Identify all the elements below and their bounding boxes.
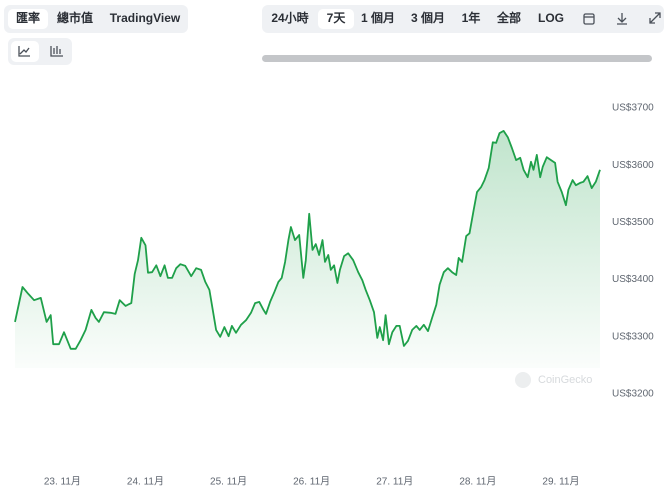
x-tick-label: 23. 11月 <box>44 476 81 488</box>
view-tab-active <box>8 9 48 29</box>
x-tick-label: 29. 11月 <box>542 476 579 488</box>
range-tab[interactable]: 7天 <box>327 11 347 25</box>
calendar-icon[interactable] <box>583 13 595 25</box>
candle-mode-icon[interactable] <box>50 46 63 57</box>
range-tab[interactable]: 1年 <box>462 10 481 25</box>
range-tab[interactable]: 3 個月 <box>411 10 445 25</box>
scrollbar[interactable] <box>262 55 652 62</box>
x-tick-label: 25. 11月 <box>210 476 247 488</box>
expand-icon[interactable] <box>649 12 661 24</box>
y-tick-label: US$3600 <box>612 160 654 171</box>
y-tick-label: US$3500 <box>612 217 654 228</box>
price-line <box>14 130 601 350</box>
x-tick-label: 26. 11月 <box>293 476 330 488</box>
range-tab[interactable]: LOG <box>538 11 564 25</box>
range-tab[interactable]: 24小時 <box>271 10 308 25</box>
watermark: CoinGecko <box>538 374 592 386</box>
download-icon[interactable] <box>617 13 627 25</box>
range-tab[interactable]: 全部 <box>496 10 521 25</box>
view-tab[interactable]: TradingView <box>110 11 181 25</box>
view-tab[interactable]: 總市值 <box>57 10 93 25</box>
area-fill <box>15 130 600 368</box>
x-tick-label: 27. 11月 <box>376 476 413 488</box>
y-tick-label: US$3700 <box>612 103 654 114</box>
y-tick-label: US$3300 <box>612 331 654 342</box>
watermark-logo <box>515 372 531 388</box>
range-tab[interactable]: 1 個月 <box>361 10 395 25</box>
view-tab[interactable]: 匯率 <box>16 10 40 25</box>
y-tick-label: US$3400 <box>612 274 654 285</box>
x-tick-label: 28. 11月 <box>459 476 496 488</box>
range-tab-group <box>262 5 664 33</box>
line-mode-icon[interactable] <box>18 46 30 57</box>
view-tab-group <box>4 5 188 33</box>
range-tab-active <box>318 9 354 29</box>
y-tick-label: US$3200 <box>612 389 654 400</box>
x-tick-label: 24. 11月 <box>127 476 164 488</box>
